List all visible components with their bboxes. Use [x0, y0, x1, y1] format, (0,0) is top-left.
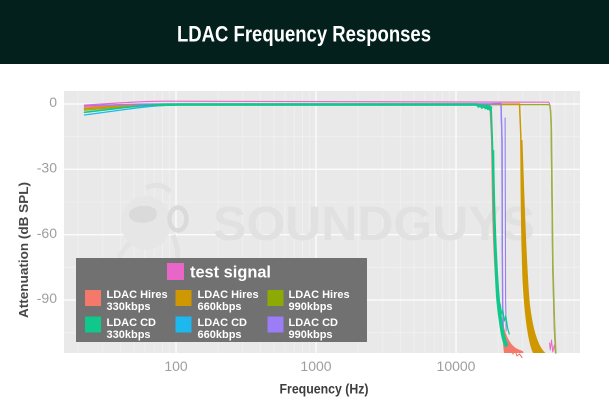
svg-text:LDAC Hires: LDAC Hires — [107, 289, 168, 301]
svg-text:LDAC Hires: LDAC Hires — [198, 289, 259, 301]
svg-text:Attenuation (dB SPL): Attenuation (dB SPL) — [16, 182, 31, 318]
svg-text:330kbps: 330kbps — [107, 329, 151, 341]
svg-text:990kbps: 990kbps — [289, 329, 333, 341]
svg-text:100: 100 — [164, 358, 188, 374]
svg-text:1000: 1000 — [300, 358, 331, 374]
svg-text:LDAC CD: LDAC CD — [198, 317, 248, 329]
svg-text:LDAC CD: LDAC CD — [289, 317, 339, 329]
svg-text:LDAC Frequency Responses: LDAC Frequency Responses — [177, 22, 431, 47]
svg-text:10000: 10000 — [437, 358, 476, 374]
svg-text:660kbps: 660kbps — [198, 301, 242, 313]
svg-text:LDAC Hires: LDAC Hires — [289, 289, 350, 301]
svg-text:SOUNDGUYS: SOUNDGUYS — [213, 198, 535, 251]
svg-text:test signal: test signal — [190, 263, 271, 282]
svg-text:990kbps: 990kbps — [289, 301, 333, 313]
svg-text:-90: -90 — [37, 290, 57, 306]
svg-text:330kbps: 330kbps — [107, 301, 151, 313]
svg-text:-30: -30 — [37, 160, 57, 176]
svg-text:LDAC CD: LDAC CD — [107, 317, 157, 329]
svg-text:Frequency (Hz): Frequency (Hz) — [280, 381, 369, 397]
svg-text:0: 0 — [49, 94, 57, 110]
svg-text:660kbps: 660kbps — [198, 329, 242, 341]
svg-text:-60: -60 — [37, 225, 57, 241]
